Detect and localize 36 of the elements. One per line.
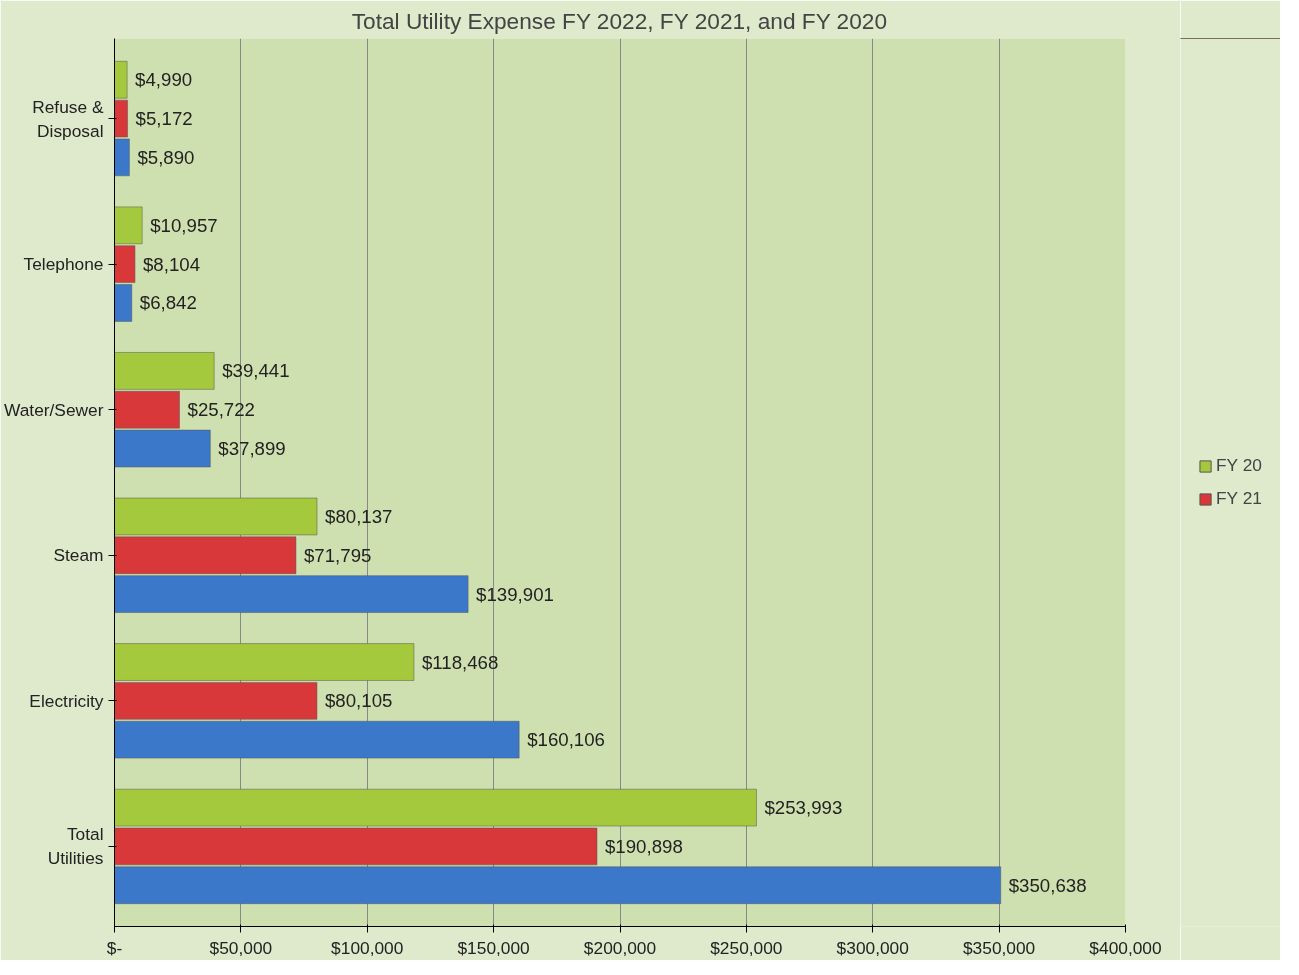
- data-label: $5,172: [135, 108, 193, 130]
- y-tick-label: Steam: [53, 545, 104, 566]
- y-tick-label: Total Utilities: [47, 824, 104, 869]
- y-tick-label: Water/Sewer: [4, 399, 104, 420]
- x-tick-label: $200,000: [583, 937, 657, 958]
- data-label: $118,468: [421, 651, 499, 673]
- x-tick-label: $250,000: [710, 937, 783, 958]
- x-tick-label: $100,000: [331, 937, 404, 958]
- x-tick-label: $350,000: [962, 937, 1036, 958]
- data-label: $253,993: [764, 797, 843, 819]
- y-tick-label: Electricity: [29, 690, 104, 711]
- data-label: $71,795: [303, 544, 372, 566]
- data-label: $190,898: [604, 835, 683, 857]
- data-label: $6,842: [139, 292, 197, 314]
- x-tick-label: $300,000: [836, 937, 909, 958]
- data-label: $37,899: [218, 438, 286, 460]
- data-label: $350,638: [1008, 874, 1087, 896]
- data-label: $5,890: [137, 146, 195, 168]
- data-label: $10,957: [150, 214, 218, 236]
- legend-label: FY 20: [1216, 455, 1262, 476]
- y-tick-label: Telephone: [23, 254, 104, 275]
- x-tick-label: $400,000: [1089, 937, 1162, 958]
- data-label: $80,105: [324, 690, 393, 712]
- x-tick-label: $150,000: [457, 937, 530, 958]
- data-label: $80,137: [325, 505, 393, 527]
- data-label: $160,106: [527, 729, 605, 751]
- data-label: $8,104: [142, 253, 201, 275]
- data-label: $25,722: [187, 399, 255, 421]
- data-label: $4,990: [135, 69, 193, 91]
- chart-title: Total Utility Expense FY 2022, FY 2021, and FY 2020: [351, 7, 888, 34]
- x-tick-label: $50,000: [209, 937, 273, 958]
- legend-label: FY 21: [1216, 488, 1262, 509]
- y-tick-label: Refuse & Disposal: [32, 96, 104, 141]
- data-label: $39,441: [222, 360, 290, 382]
- data-label: $139,901: [476, 583, 554, 605]
- x-tick-label: $-: [106, 937, 123, 958]
